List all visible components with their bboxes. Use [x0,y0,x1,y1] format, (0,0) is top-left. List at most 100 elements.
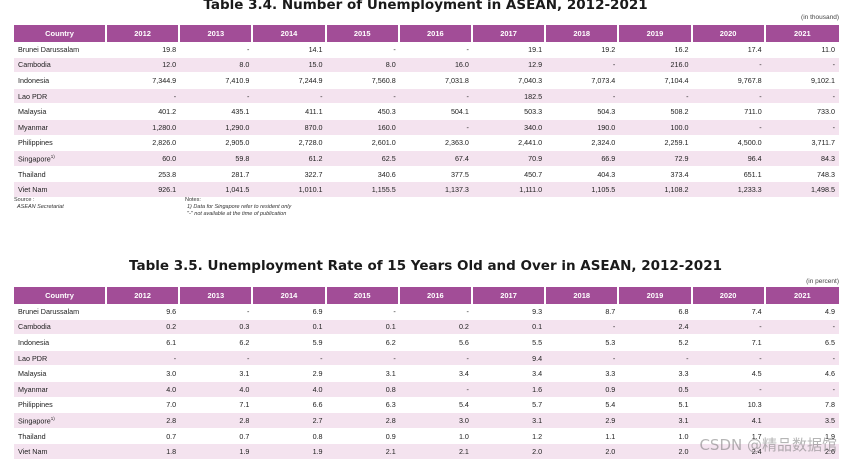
value-cell: 2.7 [253,413,327,429]
watermark-text: CSDN @精品数据馆 [699,436,837,454]
value-cell: 1,233.3 [692,182,766,198]
value-cell: 16.0 [399,57,473,74]
value-cell: 1.9 [180,444,254,460]
value-cell: 5.9 [253,335,327,351]
value-cell: 2.8 [326,413,400,429]
value-cell: 182.5 [472,88,547,105]
table-row: Singapore1) 60.0 59.8 61.2 62.5 67.4 70.9 66.9 7… [14,151,839,167]
value-cell: 0.1 [472,319,547,336]
value-cell: 7,344.9 [107,73,181,89]
value-cell: 100.0 [619,119,693,136]
value-cell: - [399,304,473,320]
column-header-year: 2014 [253,287,327,304]
note-2: "-" not available at the time of publica… [187,210,287,217]
value-cell: - [326,350,400,367]
column-header-year: 2021 [765,25,839,42]
value-cell: 2.9 [253,366,327,382]
country-name: Brunei Darussalam [18,306,80,316]
value-cell: 6.6 [253,397,327,414]
value-cell: 11.0 [765,42,839,58]
value-cell: 7,410.9 [180,73,254,89]
value-cell: 6.8 [619,304,693,320]
value-cell: - [765,350,839,367]
value-cell: 3.5 [765,413,839,429]
value-cell: 5.3 [546,335,620,351]
value-cell: 4.5 [692,366,766,382]
value-cell: 190.0 [546,119,620,136]
value-cell: 0.7 [180,428,254,445]
value-cell: - [326,304,400,320]
value-cell: 0.5 [619,381,693,398]
value-cell: 1.1 [546,428,620,445]
value-cell: 12.9 [472,57,547,74]
country-name: Thailand [18,169,46,179]
country-cell: Lao PDR [14,88,107,105]
value-cell: - [253,350,327,367]
value-cell: 450.3 [326,104,400,120]
value-cell: - [692,57,766,74]
value-cell: 651.1 [692,166,766,183]
value-cell: - [180,42,254,58]
country-cell: Viet Nam [14,444,107,460]
value-cell: 5.5 [472,335,547,351]
value-cell: 19.8 [107,42,181,58]
value-cell: - [326,42,400,58]
country-cell: Viet Nam [14,182,107,198]
value-cell: 4.1 [692,413,766,429]
country-name: Cambodia [18,60,51,70]
table-row: Cambodia 0.2 0.3 0.1 0.1 0.2 0.1-2.4- - [14,319,839,336]
table-row: Lao PDR - - - - -182.5- - - - [14,88,839,105]
country-name: Philippines [18,400,53,410]
country-cell: Malaysia [14,366,107,382]
country-name: Myanmar [18,384,48,394]
value-cell: 2.8 [180,413,254,429]
value-cell: 3.0 [107,366,181,382]
country-name: Singapore [18,154,51,164]
table-row: Myanmar 1,280.0 1,290.0 870.0 160.0-340.0 190… [14,119,839,136]
value-cell: 14.1 [253,42,327,58]
value-cell: 1.8 [107,444,181,460]
value-cell: 340.0 [472,119,547,136]
value-cell: 61.2 [253,151,327,167]
unemployment-number-table: Country 2012 2013 2014 2015 2016 2017 2018 2019 2… [14,25,839,198]
country-name: Philippines [18,138,53,148]
value-cell: 748.3 [765,166,839,183]
value-cell: 10.3 [692,397,766,414]
value-cell: 3.4 [399,366,473,382]
column-header-year: 2012 [107,25,181,42]
table1-title: Table 3.4. Number of Unemployment in ASE… [203,0,648,13]
value-cell: 1.7 [692,428,766,445]
value-cell: 3.3 [546,366,620,382]
value-cell: 281.7 [180,166,254,183]
value-cell: 322.7 [253,166,327,183]
country-name: Viet Nam [18,185,48,195]
value-cell: 7.1 [180,397,254,414]
value-cell: 5.7 [472,397,547,414]
table-row: Viet Nam 1.8 1.9 1.9 2.1 2.1 2.0 2.0 2.0 2.4 2.6 [14,444,839,460]
unemployment-rate-table: Country 2012 2013 2014 2015 2016 2017 2018 2019 2… [14,287,839,460]
value-cell: 2.4 [619,319,693,336]
column-header-year: 2017 [472,287,547,304]
value-cell: 401.2 [107,104,181,120]
table-row: Brunei Darussalam 19.8-14.1- -19.1 19.2 16.2… [14,42,839,58]
value-cell: 0.1 [326,319,400,336]
value-cell: 6.2 [326,335,400,351]
value-cell: - [765,119,839,136]
value-cell: - [253,88,327,105]
value-cell: 8.0 [180,57,254,74]
value-cell: 2,905.0 [180,135,254,152]
value-cell: - [765,88,839,105]
column-header-year: 2016 [399,287,473,304]
value-cell: - [399,42,473,58]
country-name: Brunei Darussalam [18,44,80,54]
value-cell: - [692,319,766,336]
column-header-country: Country [14,25,107,42]
value-cell: 12.0 [107,57,181,74]
value-cell: 504.1 [399,104,473,120]
value-cell: 1.0 [619,428,693,445]
value-cell: 377.5 [399,166,473,183]
value-cell: 4.0 [107,381,181,398]
country-name: Indonesia [18,75,50,85]
country-cell: Malaysia [14,104,107,120]
value-cell: 7,560.8 [326,73,400,89]
